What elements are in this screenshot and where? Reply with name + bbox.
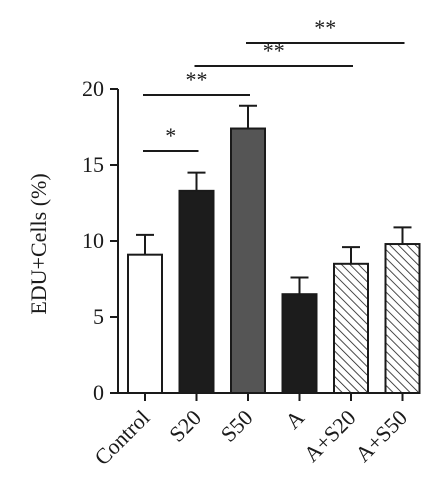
bar-control bbox=[127, 253, 163, 394]
x-tick-label: S50 bbox=[216, 405, 258, 447]
bar-s50 bbox=[230, 127, 266, 395]
y-tick-label: 5 bbox=[93, 304, 104, 329]
significance-label: ** bbox=[186, 67, 208, 92]
bar-a-s20 bbox=[333, 262, 369, 394]
y-axis-title: EDU+Cells (%) bbox=[26, 173, 51, 314]
significance-label: ** bbox=[314, 15, 336, 40]
significance-brackets: ******* bbox=[143, 15, 405, 152]
significance-label: ** bbox=[263, 38, 285, 63]
bars bbox=[127, 104, 421, 395]
bar-a-s50 bbox=[384, 243, 421, 394]
x-tick-label: A+S20 bbox=[299, 405, 361, 467]
y-tick-label: 15 bbox=[82, 152, 104, 177]
x-tick-label: Control bbox=[89, 405, 154, 470]
x-tick-label: A+S50 bbox=[350, 405, 412, 467]
bar-a bbox=[281, 293, 318, 395]
bar-s20 bbox=[178, 189, 215, 394]
y-tick-label: 0 bbox=[93, 380, 104, 405]
y-tick-label: 10 bbox=[82, 228, 104, 253]
x-tick-label: A bbox=[280, 405, 309, 434]
significance-label: * bbox=[165, 123, 176, 148]
y-tick-label: 20 bbox=[82, 76, 104, 101]
x-tick-label: S20 bbox=[164, 405, 206, 447]
